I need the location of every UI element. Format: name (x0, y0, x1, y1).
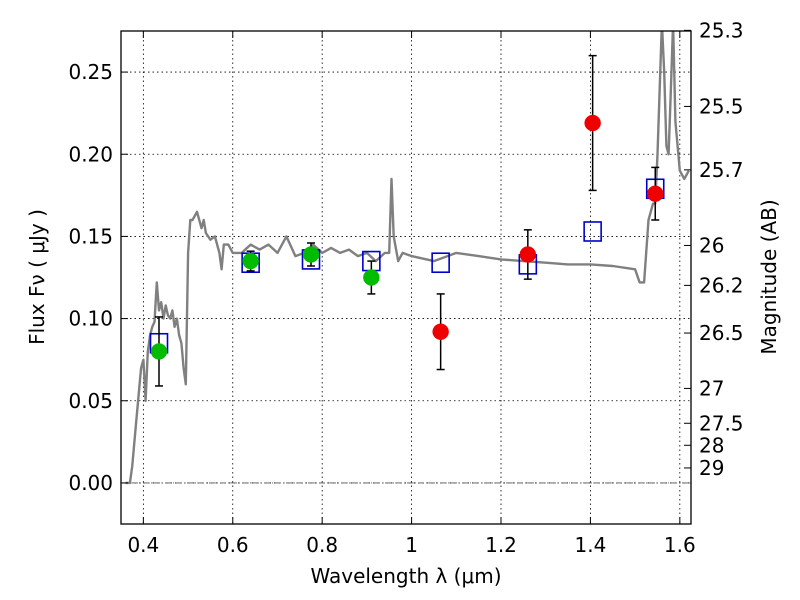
magnitude-tick-label: 25.5 (699, 94, 744, 118)
y-tick-label: 0.05 (68, 389, 113, 413)
y-axis-title: Flux Fν ( μJy ) (25, 209, 49, 345)
model-flux-square (431, 252, 450, 274)
magnitude-tick-label: 28 (699, 433, 724, 457)
magnitude-tick-label: 27 (699, 376, 724, 400)
magnitude-tick-label: 27.5 (699, 411, 744, 435)
photometry-point (432, 323, 449, 340)
magnitude-tick-label: 25.7 (699, 158, 744, 182)
y-tick-label: 0.10 (68, 307, 113, 331)
x-tick-label: 0.6 (217, 533, 249, 557)
photometry-point (646, 185, 664, 202)
photometry-point (363, 269, 380, 286)
model-flux-square (583, 221, 602, 242)
photometry-point (302, 246, 320, 263)
photometry-point (519, 246, 537, 263)
photometry-point (584, 114, 601, 132)
x-tick-label: 1.4 (575, 533, 607, 557)
axis-ticks (121, 29, 691, 524)
photometry-point (242, 252, 259, 270)
photometry-point (150, 343, 168, 360)
x-tick-label: 0.4 (127, 533, 159, 557)
plot-frame (120, 30, 692, 525)
grid (121, 31, 691, 524)
x-tick-label: 0.8 (306, 533, 338, 557)
model-spectrum-line (125, 31, 690, 485)
magnitude-tick-label: 26 (699, 233, 724, 257)
x-tick-label: 1.6 (664, 533, 696, 557)
y2-axis-title: Magnitude (AB) (757, 199, 781, 354)
y-tick-label: 0.00 (68, 471, 113, 495)
magnitude-tick-label: 26.5 (699, 321, 744, 345)
x-axis-title: Wavelength λ (μm) (310, 564, 501, 588)
x-tick-label: 1 (405, 533, 418, 557)
magnitude-tick-label: 29 (699, 456, 724, 480)
x-tick-label: 1.2 (485, 533, 517, 557)
magnitude-tick-label: 26.2 (699, 273, 744, 297)
y-tick-label: 0.15 (68, 224, 113, 248)
magnitude-tick-label: 25.3 (699, 18, 744, 42)
data-layer (125, 31, 690, 485)
plot-background (121, 31, 691, 524)
y-tick-label: 0.25 (68, 60, 113, 84)
y-tick-label: 0.20 (68, 142, 113, 166)
